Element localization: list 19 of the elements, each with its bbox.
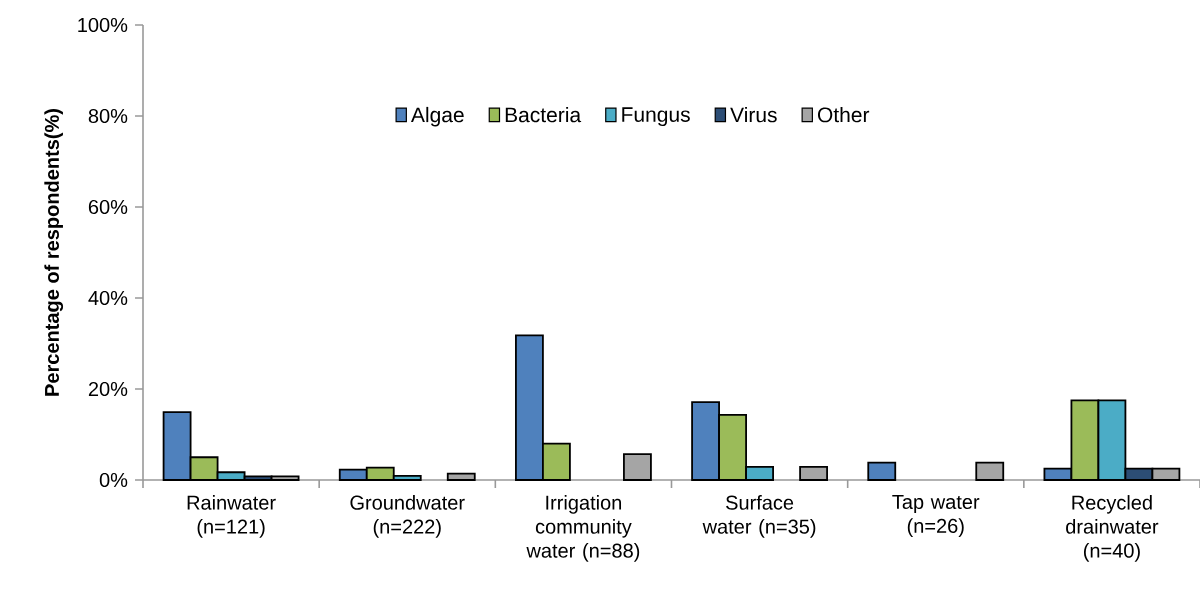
legend-label: Virus xyxy=(730,106,777,123)
legend-label: Other xyxy=(817,106,870,123)
x-tick-label: Tap water (n=26) xyxy=(892,495,980,537)
legend-label: Fungus xyxy=(622,107,690,127)
legend-label: Algae xyxy=(410,106,464,127)
x-tick-label: Rainwater (n=121) xyxy=(187,495,276,538)
x-tick-label: Surface water (n=35) xyxy=(702,495,816,538)
y-tick-label: 80% xyxy=(88,108,128,124)
x-tick-label: Irrigation community water (n=88) xyxy=(526,495,640,562)
x-tick-label: Recycled drainwater (n=40) xyxy=(1066,495,1159,562)
y-tick-label: 40% xyxy=(88,290,128,306)
y-tick-label: 20% xyxy=(88,381,128,397)
bar xyxy=(867,461,897,481)
legend-label: Bacteria xyxy=(505,106,582,123)
y-tick-label: 0% xyxy=(99,472,128,488)
y-tick-label: 100% xyxy=(78,17,128,33)
x-tick-label: Groundwater (n=222) xyxy=(350,495,465,538)
y-tick-label: 60% xyxy=(88,199,128,215)
y-axis-title: Percentage of respondents(%) xyxy=(44,109,64,396)
